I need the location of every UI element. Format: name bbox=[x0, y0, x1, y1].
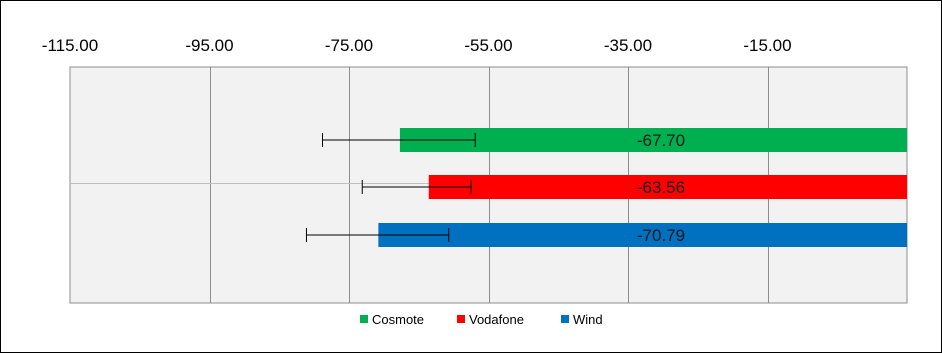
legend-label-wind: Wind bbox=[573, 312, 603, 327]
legend-label-vodafone: Vodafone bbox=[469, 312, 524, 327]
x-tick-label: -115.00 bbox=[42, 36, 98, 55]
x-tick-label: -95.00 bbox=[185, 36, 233, 55]
data-label-vodafone: -63.56 bbox=[637, 178, 685, 197]
legend-swatch-cosmote bbox=[360, 315, 368, 323]
legend-swatch-wind bbox=[561, 315, 569, 323]
legend-swatch-vodafone bbox=[457, 315, 465, 323]
data-label-cosmote: -67.70 bbox=[637, 131, 685, 150]
x-tick-label: -55.00 bbox=[464, 36, 512, 55]
x-tick-label: -15.00 bbox=[743, 36, 791, 55]
legend-label-cosmote: Cosmote bbox=[372, 312, 424, 327]
data-label-wind: -70.79 bbox=[637, 226, 685, 245]
bar-wind bbox=[378, 223, 907, 247]
x-tick-label: -75.00 bbox=[325, 36, 373, 55]
bar-cosmote bbox=[399, 128, 907, 152]
bar-vodafone bbox=[428, 175, 907, 199]
x-tick-label: -35.00 bbox=[604, 36, 652, 55]
